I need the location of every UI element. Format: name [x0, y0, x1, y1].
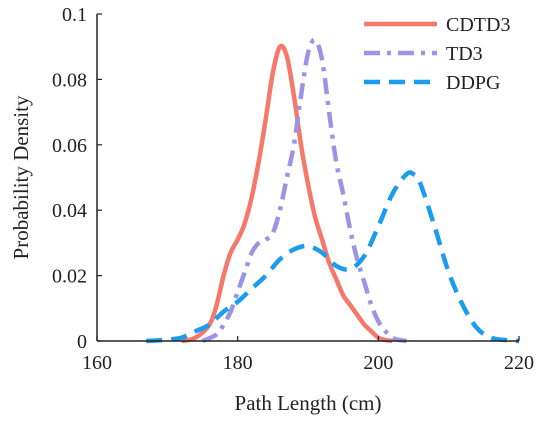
- y-tick-label: 0.08: [52, 69, 87, 91]
- series-line-td3: [201, 37, 407, 344]
- legend: CDTD3 TD3 DDPG: [364, 14, 510, 94]
- y-tick-label: 0.04: [52, 200, 87, 222]
- y-axis-title: Probability Density: [9, 95, 33, 259]
- y-tick-label: 0.02: [52, 266, 87, 288]
- y-tick-labels: 0 0.02 0.04 0.06 0.08 0.1: [52, 4, 102, 353]
- legend-label-td3: TD3: [446, 43, 483, 65]
- x-tick-labels: 160 180 200 220: [82, 336, 534, 374]
- y-tick-label: 0: [77, 331, 87, 353]
- x-tick-label: 220: [504, 352, 534, 374]
- x-tick-label: 160: [82, 352, 112, 374]
- axes-layer: [96, 14, 519, 342]
- y-tick-label: 0.1: [62, 4, 87, 26]
- series-line-cdtd3: [180, 43, 393, 344]
- legend-label-cdtd3: CDTD3: [446, 14, 510, 36]
- y-tick-label: 0.06: [52, 135, 87, 157]
- x-tick-label: 180: [223, 352, 253, 374]
- legend-label-ddpg: DDPG: [446, 72, 500, 94]
- series-line-ddpg: [146, 170, 520, 344]
- x-tick-label: 200: [363, 352, 393, 374]
- series-layer: [146, 37, 520, 344]
- x-axis-title: Path Length (cm): [235, 391, 382, 415]
